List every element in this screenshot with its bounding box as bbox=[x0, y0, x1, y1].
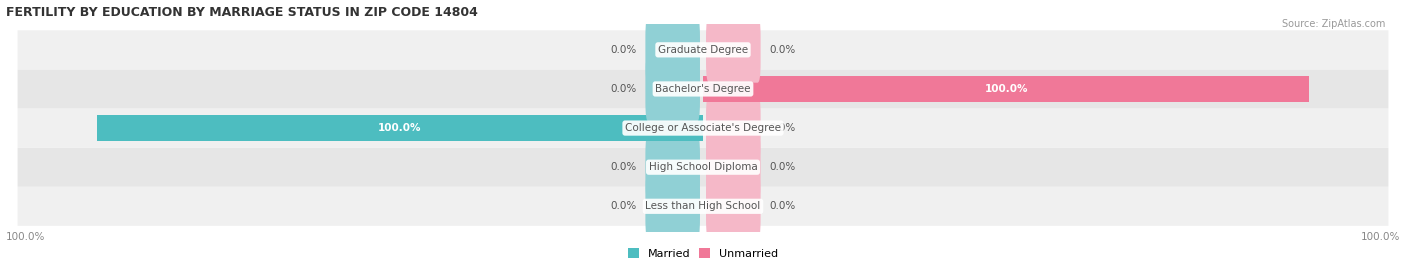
Text: 0.0%: 0.0% bbox=[769, 201, 796, 211]
Text: 100.0%: 100.0% bbox=[378, 123, 422, 133]
FancyBboxPatch shape bbox=[645, 174, 700, 239]
FancyBboxPatch shape bbox=[706, 174, 761, 239]
FancyBboxPatch shape bbox=[645, 56, 700, 122]
Text: Graduate Degree: Graduate Degree bbox=[658, 45, 748, 55]
Text: 0.0%: 0.0% bbox=[610, 84, 637, 94]
Text: Less than High School: Less than High School bbox=[645, 201, 761, 211]
FancyBboxPatch shape bbox=[17, 30, 1389, 69]
FancyBboxPatch shape bbox=[706, 134, 761, 200]
Text: FERTILITY BY EDUCATION BY MARRIAGE STATUS IN ZIP CODE 14804: FERTILITY BY EDUCATION BY MARRIAGE STATU… bbox=[6, 6, 478, 19]
FancyBboxPatch shape bbox=[17, 148, 1389, 187]
Bar bbox=[703, 76, 1309, 102]
Bar bbox=[97, 115, 703, 141]
Text: Bachelor's Degree: Bachelor's Degree bbox=[655, 84, 751, 94]
FancyBboxPatch shape bbox=[645, 134, 700, 200]
Text: 0.0%: 0.0% bbox=[769, 45, 796, 55]
Text: High School Diploma: High School Diploma bbox=[648, 162, 758, 172]
FancyBboxPatch shape bbox=[645, 17, 700, 83]
FancyBboxPatch shape bbox=[706, 17, 761, 83]
FancyBboxPatch shape bbox=[706, 95, 761, 161]
FancyBboxPatch shape bbox=[17, 108, 1389, 148]
Text: 100.0%: 100.0% bbox=[984, 84, 1028, 94]
Text: 0.0%: 0.0% bbox=[769, 162, 796, 172]
Legend: Married, Unmarried: Married, Unmarried bbox=[623, 244, 783, 263]
Text: 0.0%: 0.0% bbox=[610, 45, 637, 55]
Text: 100.0%: 100.0% bbox=[1361, 232, 1400, 242]
Text: 0.0%: 0.0% bbox=[610, 162, 637, 172]
Text: 100.0%: 100.0% bbox=[6, 232, 45, 242]
FancyBboxPatch shape bbox=[17, 187, 1389, 226]
Text: Source: ZipAtlas.com: Source: ZipAtlas.com bbox=[1281, 19, 1385, 29]
Text: 0.0%: 0.0% bbox=[610, 201, 637, 211]
Text: 0.0%: 0.0% bbox=[769, 123, 796, 133]
FancyBboxPatch shape bbox=[17, 69, 1389, 108]
Text: College or Associate's Degree: College or Associate's Degree bbox=[626, 123, 780, 133]
